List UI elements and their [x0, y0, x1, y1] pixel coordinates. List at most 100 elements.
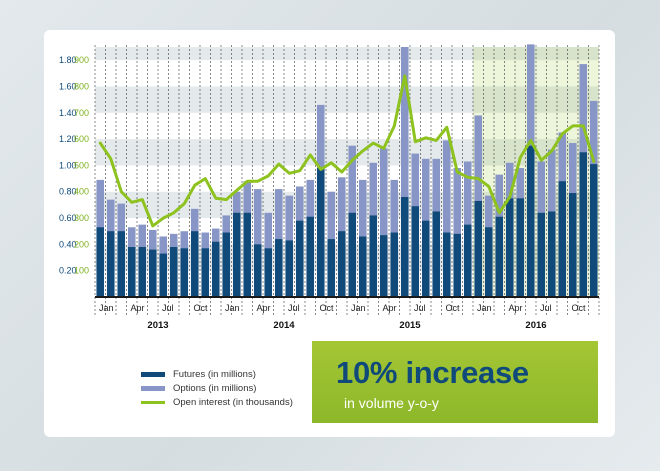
futures-bar	[117, 231, 126, 297]
month-tick-label: Jan	[225, 303, 240, 313]
y-left-tick-label: 0.60	[59, 213, 77, 223]
futures-bar	[400, 197, 409, 297]
y-right-tick-label: 100	[74, 266, 89, 276]
futures-bar	[222, 232, 231, 297]
futures-bar	[379, 235, 388, 297]
callout-box: 10% increase in volume y-o-y	[312, 341, 598, 423]
futures-bar	[390, 232, 399, 297]
futures-bar	[432, 211, 441, 297]
open-interest-line-series	[98, 74, 596, 228]
y-left-tick-label: 0.40	[59, 239, 77, 249]
legend: Futures (in millions) Options (in millio…	[141, 367, 293, 409]
futures-bar	[495, 216, 504, 297]
futures-bar	[96, 227, 105, 297]
y-right-tick-label: 600	[74, 134, 89, 144]
bar-series	[96, 44, 598, 298]
month-tick-label: Jul	[540, 303, 552, 313]
futures-bar	[526, 145, 535, 297]
legend-item-futures: Futures (in millions)	[141, 367, 293, 381]
y-right-tick-label: 300	[74, 213, 89, 223]
legend-item-open-interest: Open interest (in thousands)	[141, 395, 293, 409]
month-tick-label: Jul	[288, 303, 300, 313]
futures-bar	[337, 231, 346, 297]
legend-swatch-options	[141, 385, 165, 391]
futures-bar	[589, 164, 598, 297]
futures-bar	[568, 193, 577, 297]
chart-card: 0.20 100 0.40 200 0.60 300 0.80 400 1.00 500 1.20 6…	[44, 30, 615, 437]
month-tick-label: Oct	[572, 303, 587, 313]
futures-bar	[358, 236, 367, 297]
futures-bar	[306, 216, 315, 297]
y-right-tick-label: 500	[74, 160, 89, 170]
futures-bar	[127, 247, 136, 297]
month-tick-label: Jul	[162, 303, 174, 313]
month-tick-label: Jan	[351, 303, 366, 313]
legend-swatch-futures	[141, 371, 165, 377]
options-bar	[379, 148, 388, 297]
y-left-tick-label: 0.20	[59, 266, 77, 276]
futures-bar	[201, 248, 210, 297]
y-right-tick-label: 800	[74, 81, 89, 91]
futures-bar	[411, 206, 420, 297]
futures-bar	[190, 231, 199, 297]
legend-label-options: Options (in millions)	[173, 382, 257, 394]
futures-bar	[264, 248, 273, 297]
futures-bar	[558, 181, 567, 297]
month-tick-label: Jan	[99, 303, 114, 313]
futures-bar	[295, 220, 304, 297]
legend-swatch-open-interest	[141, 400, 165, 404]
month-tick-label: Oct	[320, 303, 335, 313]
futures-bar	[285, 240, 294, 297]
y-right-tick-label: 400	[74, 187, 89, 197]
futures-bar	[463, 224, 472, 297]
callout-subtext: in volume y-o-y	[344, 395, 439, 411]
futures-bar	[442, 232, 451, 297]
futures-bar	[274, 239, 283, 297]
month-tick-label: Jan	[477, 303, 492, 313]
month-tick-label: Apr	[383, 303, 397, 313]
futures-bar	[579, 152, 588, 297]
year-label: 2014	[273, 320, 295, 331]
legend-label-futures: Futures (in millions)	[173, 368, 256, 380]
y-right-tick-label: 200	[74, 239, 89, 249]
futures-bar	[316, 168, 325, 297]
year-label: 2015	[399, 320, 421, 331]
open-interest-line	[98, 74, 596, 228]
callout-headline: 10% increase	[336, 355, 529, 390]
futures-bar	[421, 220, 430, 297]
legend-label-open-interest: Open interest (in thousands)	[173, 396, 293, 408]
y-right-tick-label: 700	[74, 108, 89, 118]
futures-bar	[211, 241, 220, 297]
futures-bar	[232, 212, 241, 297]
year-label: 2016	[525, 320, 546, 331]
y-left-tick-label: 1.60	[59, 81, 77, 91]
futures-bar	[547, 211, 556, 297]
futures-bar	[106, 231, 115, 297]
y-left-tick-label: 1.40	[59, 108, 77, 118]
highlight-region-2016	[473, 47, 599, 297]
futures-bar	[474, 200, 483, 297]
y-left-tick-label: 1.80	[59, 55, 77, 65]
y-right-tick-label: 900	[74, 55, 89, 65]
futures-bar	[327, 239, 336, 297]
futures-bar	[484, 227, 493, 297]
futures-bar	[253, 244, 262, 297]
options-bar	[253, 189, 262, 297]
futures-bar	[180, 248, 189, 297]
month-tick-label: Oct	[194, 303, 209, 313]
month-tick-label: Apr	[131, 303, 145, 313]
month-tick-label: Oct	[446, 303, 461, 313]
futures-bar	[537, 212, 546, 297]
month-tick-label: Apr	[509, 303, 523, 313]
month-tick-label: Apr	[257, 303, 271, 313]
futures-bar	[159, 253, 168, 297]
futures-bar	[369, 215, 378, 297]
y-left-tick-label: 0.80	[59, 187, 77, 197]
highlight-2016	[473, 47, 599, 297]
futures-bar	[348, 212, 357, 297]
y-left-tick-label: 1.00	[59, 160, 77, 170]
options-bar	[400, 47, 409, 297]
options-bar	[442, 140, 451, 297]
options-bar	[453, 168, 462, 297]
